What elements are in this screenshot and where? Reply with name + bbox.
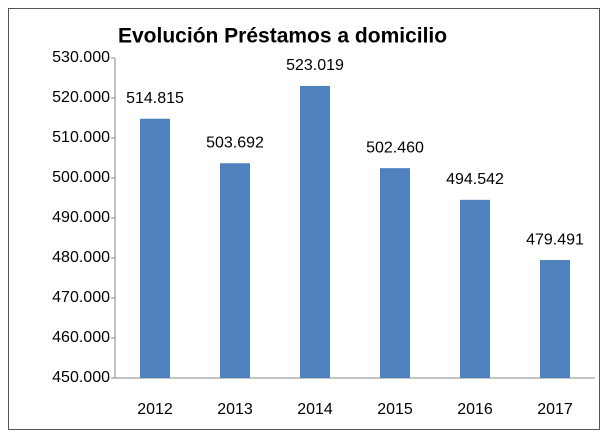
bar: [380, 168, 410, 378]
bar: [140, 118, 170, 379]
x-tick-label: 2012: [137, 401, 173, 418]
y-tick-label: 470.000: [52, 289, 110, 306]
data-label: 502.460: [366, 139, 424, 156]
bar: [460, 199, 490, 378]
chart-title: Evolución Préstamos a domicilio: [118, 25, 447, 48]
x-tick-label: 2013: [217, 401, 253, 418]
y-tick-label: 490.000: [52, 209, 110, 226]
bar: [300, 85, 330, 378]
y-tick-label: 500.000: [52, 169, 110, 186]
data-label: 503.692: [206, 134, 264, 151]
x-tick-label: 2014: [297, 401, 333, 418]
y-tick-label: 530.000: [52, 49, 110, 66]
y-tick-label: 450.000: [52, 369, 110, 386]
y-tick-label: 460.000: [52, 329, 110, 346]
y-tick-label: 510.000: [52, 129, 110, 146]
x-tick-label: 2016: [457, 401, 493, 418]
data-label: 514.815: [126, 90, 184, 107]
x-tick-label: 2017: [537, 401, 573, 418]
y-tick-label: 520.000: [52, 89, 110, 106]
x-tick-label: 2015: [377, 401, 413, 418]
data-label: 479.491: [526, 231, 584, 248]
data-label: 494.542: [446, 171, 504, 188]
bar: [540, 260, 570, 378]
bar: [220, 163, 250, 378]
data-label: 523.019: [286, 57, 344, 74]
y-tick-label: 480.000: [52, 249, 110, 266]
